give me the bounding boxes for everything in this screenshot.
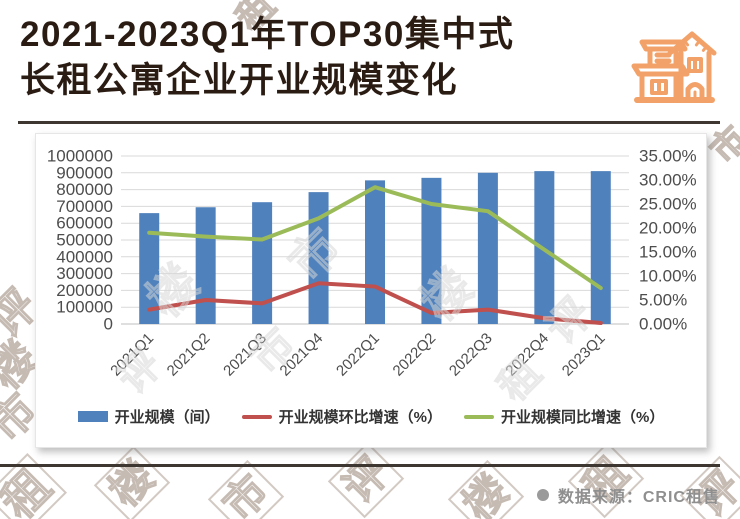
y-axis-left-label: 1000000 (47, 147, 113, 166)
page-title-line-1: 2021-2023Q1年TOP30集中式 (20, 15, 515, 54)
y-axis-left-label: 200000 (56, 281, 113, 300)
legend-label-yoy-growth: 开业规模同比增速（%） (501, 409, 665, 426)
y-axis-right-label: 10.00% (639, 267, 697, 286)
y-axis-left-label: 800000 (56, 180, 113, 199)
qoq-growth-line (147, 281, 603, 326)
legend-item-open-scale: 开业规模（间） (77, 406, 220, 427)
x-axis-label: 2023Q1 (559, 330, 609, 380)
y-axis-left-label: 400000 (56, 247, 113, 266)
bullet-dot-icon (536, 489, 549, 501)
x-axis-label: 2022Q2 (389, 330, 439, 380)
y-axis-right-label: 15.00% (639, 243, 697, 262)
combo-chart: 1000000900000800000700000600000500000400… (47, 147, 697, 380)
y-axis-right-label: 0.00% (639, 315, 687, 334)
x-axis-label: 2021Q1 (107, 330, 157, 380)
bar-open-scale (590, 171, 611, 324)
chart-panel: 1000000 900000 800000 700000 600000 500000 400… (35, 133, 707, 448)
x-axis-label: 2022Q3 (446, 330, 496, 380)
legend-label-open-scale: 开业规模（间） (114, 409, 220, 426)
page-title-line-2: 长租公寓企业开业规模变化 (20, 60, 459, 100)
x-axis-label: 2022Q1 (333, 330, 383, 380)
title-divider (18, 121, 720, 124)
legend-item-yoy-growth: 开业规模同比增速（%） (464, 406, 664, 427)
y-axis-left-label: 300000 (56, 264, 113, 283)
line-swatch-red-icon (241, 414, 272, 419)
bar-swatch-icon (77, 411, 108, 422)
y-axis-right-label: 25.00% (639, 195, 697, 214)
bar-open-scale (308, 192, 329, 324)
y-axis-left-label: 0 (104, 315, 113, 334)
yoy-growth-line (147, 185, 603, 290)
y-axis-right-label: 35.00% (639, 147, 697, 166)
bar-open-scale (252, 202, 273, 324)
y-axis-left-label: 700000 (56, 197, 113, 216)
y-axis-left-label: 900000 (56, 163, 113, 182)
y-axis-left-label: 500000 (56, 231, 113, 250)
legend-label-qoq-growth: 开业规模环比增速（%） (278, 409, 442, 426)
chart-legend: 开业规模（间） 开业规模环比增速（%） 开业规模同比增速（%） (36, 406, 706, 427)
title-block: 2021-2023Q1年TOP30集中式 长租公寓企业开业规模变化 (20, 12, 620, 103)
x-axis-label: 2021Q3 (220, 330, 270, 380)
y-axis-right-label: 20.00% (639, 219, 697, 238)
bar-open-scale (421, 177, 442, 324)
y-axis-right-label: 30.00% (639, 171, 697, 190)
legend-item-qoq-growth: 开业规模环比增速（%） (241, 406, 442, 427)
bottom-divider (0, 464, 720, 467)
house-icon (625, 24, 717, 112)
bar-open-scale (477, 172, 498, 324)
bar-open-scale (365, 180, 385, 324)
watermark-stamp: 楼 (447, 459, 525, 519)
bar-open-scale (139, 213, 160, 324)
watermark-stamp: 市 (207, 459, 285, 519)
watermark-stamp: 租 (0, 452, 68, 519)
y-axis-left-label: 600000 (56, 214, 113, 233)
x-axis-label: 2021Q4 (277, 330, 327, 380)
watermark-stamp: 市 (703, 119, 740, 171)
line-swatch-green-icon (464, 414, 494, 419)
x-axis-label: 2021Q2 (164, 330, 214, 380)
watermark-stamp: 楼 (93, 445, 171, 519)
data-source-text: 数据来源：CRIC租售 (557, 489, 720, 506)
watermark-stamp: 评 (327, 441, 405, 519)
y-axis-left-label: 100000 (56, 298, 113, 317)
bar-open-scale (195, 207, 216, 324)
data-source-footer: 数据来源：CRIC租售 (536, 483, 720, 507)
y-axis-right-label: 5.00% (639, 291, 687, 310)
x-axis-label: 2022Q4 (502, 330, 552, 380)
